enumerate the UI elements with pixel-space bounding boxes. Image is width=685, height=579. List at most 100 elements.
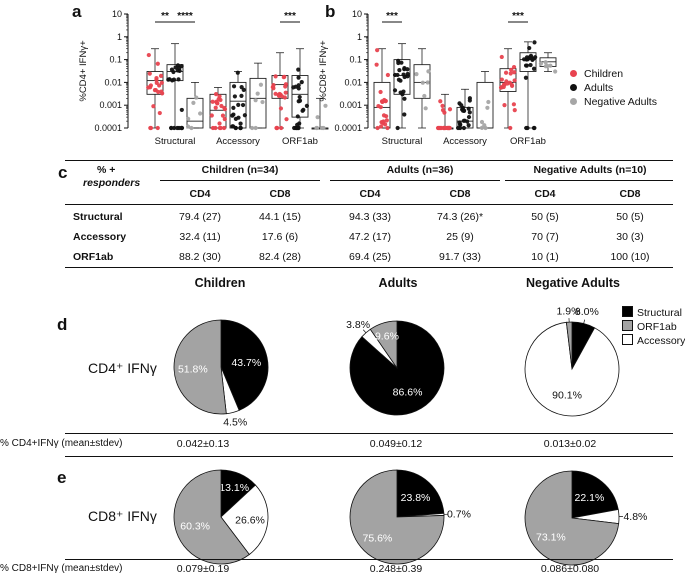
data-point <box>461 118 466 123</box>
cd4-mean-top-rule <box>65 433 673 434</box>
data-point <box>282 74 287 79</box>
data-point <box>220 113 226 118</box>
legend-structural: Structural <box>622 306 682 319</box>
data-point <box>279 125 284 131</box>
data-point <box>381 120 386 126</box>
significance-label: *** <box>386 11 398 22</box>
data-point <box>375 125 380 131</box>
legend-accessory: Accessory <box>622 334 685 347</box>
data-point <box>175 63 181 68</box>
data-point <box>185 124 191 129</box>
pie-label: 8.0% <box>575 306 599 318</box>
data-point <box>153 87 158 93</box>
data-point <box>498 85 504 90</box>
data-point <box>236 115 241 120</box>
chart-b: %CD8+ IFNγ+ 10 1 0.1 0.01 0.001 0.0001 Structur… <box>318 9 558 147</box>
data-point <box>402 112 407 117</box>
data-point <box>218 125 223 131</box>
table-group-rule-negative <box>505 180 673 181</box>
data-point <box>457 120 462 125</box>
data-point <box>397 68 402 73</box>
legend-structural-swatch <box>622 306 633 317</box>
data-point <box>405 71 410 77</box>
data-point <box>466 106 471 111</box>
box-iqr <box>249 77 267 129</box>
data-point <box>297 94 302 100</box>
y-tick-label: 0.0001 <box>94 123 122 133</box>
data-point <box>420 80 425 85</box>
y-tick-label: 10 <box>112 9 122 19</box>
table-subheader: CD4 <box>534 188 556 200</box>
data-point <box>235 70 240 75</box>
table-cell: 74.3 (26)* <box>436 211 484 223</box>
x-category-label: ORF1ab <box>510 136 546 147</box>
data-point <box>189 125 194 131</box>
data-point <box>379 99 385 104</box>
data-point <box>523 63 529 68</box>
y-tick-label: 0.1 <box>349 55 362 65</box>
table-corner-line1: % + <box>97 164 116 176</box>
table-cell: 91.7 (33) <box>438 251 482 263</box>
data-point <box>531 125 537 131</box>
data-point <box>486 99 491 105</box>
data-point <box>158 73 164 78</box>
data-point <box>279 94 284 99</box>
table-cell: 94.3 (33) <box>348 211 392 223</box>
cd4-mean-bottom-rule <box>65 456 673 457</box>
significance-label: **** <box>177 11 193 22</box>
data-point <box>171 77 177 82</box>
data-point <box>532 40 537 45</box>
data-point <box>296 125 301 131</box>
data-point <box>438 99 443 104</box>
box-iqr <box>519 52 537 72</box>
data-point <box>402 66 407 71</box>
data-point <box>399 60 404 65</box>
data-point <box>148 125 154 131</box>
data-point <box>250 125 255 131</box>
data-point <box>255 91 260 96</box>
data-point <box>304 103 309 108</box>
x-category-label: Structural <box>155 136 196 147</box>
table-cell: 82.4 (28) <box>258 251 302 263</box>
cd8-mean-top-rule <box>65 559 673 560</box>
data-point <box>508 125 513 131</box>
table-subheader: CD8 <box>449 188 471 200</box>
pie-leader <box>363 329 367 333</box>
legend-children: Children <box>570 68 623 80</box>
data-point <box>239 93 244 98</box>
cd4-mean-adults: 0.049±0.12 <box>369 438 423 450</box>
data-point <box>378 105 383 110</box>
data-point <box>447 107 453 112</box>
y-tick-label: 0.0001 <box>334 123 362 133</box>
pie-label: 3.8% <box>346 319 370 331</box>
table-group-rule-adults <box>330 180 500 181</box>
panel-letter-e: e <box>57 468 67 487</box>
legend-adults-dot <box>570 84 577 91</box>
pie-label: 0.7% <box>447 509 471 521</box>
data-point <box>169 67 175 72</box>
y-tick-label: 0.001 <box>339 100 362 110</box>
data-point <box>213 105 218 110</box>
data-point <box>512 78 517 83</box>
pie-label: 4.5% <box>223 417 247 429</box>
data-point <box>260 99 265 105</box>
data-point <box>523 75 529 80</box>
data-point <box>222 107 228 112</box>
data-point <box>423 106 428 111</box>
data-point <box>385 72 390 78</box>
data-point <box>378 124 384 129</box>
data-point <box>467 98 472 103</box>
data-point <box>383 98 388 104</box>
table-cell: 100 (10) <box>610 251 650 263</box>
data-point <box>531 56 536 61</box>
cd4-mean-negative: 0.013±0.02 <box>543 438 597 450</box>
cd8-mean-negative: 0.086±0.080 <box>540 563 600 575</box>
data-point <box>422 93 427 99</box>
pie-slice-accessory <box>220 484 269 556</box>
data-point <box>297 98 303 103</box>
legend-pie: Structural ORF1ab Accessory <box>622 306 685 351</box>
data-point <box>315 115 320 120</box>
data-point <box>231 84 237 89</box>
data-point <box>176 77 181 82</box>
panel-letter-c: c <box>58 163 68 182</box>
